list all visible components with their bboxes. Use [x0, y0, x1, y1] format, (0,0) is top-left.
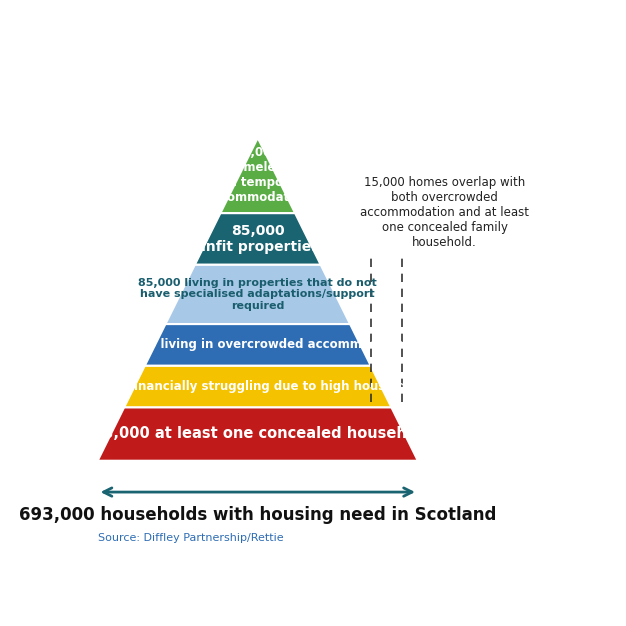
Text: 15,000 homes overlap with
both overcrowded
accommodation and at least
one concea: 15,000 homes overlap with both overcrowd… — [360, 176, 529, 249]
Text: 85,000 living in properties that do not
have specialised adaptations/support
req: 85,000 living in properties that do not … — [138, 278, 377, 311]
Text: Source: Diffley Partnership/Rettie: Source: Diffley Partnership/Rettie — [98, 533, 284, 543]
Polygon shape — [165, 265, 350, 324]
Polygon shape — [145, 324, 371, 366]
Polygon shape — [195, 213, 321, 265]
Text: 15,000
homeless
or In temporary
accommodation: 15,000 homeless or In temporary accommod… — [205, 146, 310, 205]
Text: 373,000 at least one concealed household: 373,000 at least one concealed household — [83, 426, 433, 441]
Text: 185,000 financially struggling due to high housing costs: 185,000 financially struggling due to hi… — [71, 380, 444, 393]
Polygon shape — [220, 138, 295, 213]
Text: 693,000 households with housing need in Scotland: 693,000 households with housing need in … — [19, 506, 496, 524]
Text: 85,000
unfit properties: 85,000 unfit properties — [196, 223, 319, 254]
Text: 123,000 living in overcrowded accommodation: 123,000 living in overcrowded accommodat… — [103, 338, 413, 351]
Polygon shape — [124, 366, 391, 408]
Polygon shape — [98, 408, 418, 461]
